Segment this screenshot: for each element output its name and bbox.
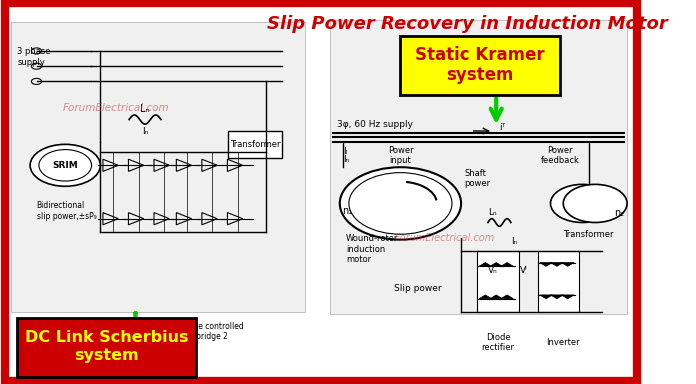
FancyBboxPatch shape [11, 22, 305, 312]
Text: ForumElectrical.com: ForumElectrical.com [395, 233, 496, 243]
Circle shape [340, 167, 461, 240]
Polygon shape [539, 263, 553, 266]
Polygon shape [539, 295, 553, 299]
FancyBboxPatch shape [538, 251, 579, 312]
Text: Shaft
power: Shaft power [464, 169, 491, 189]
Text: Phase controlled
bridge 2: Phase controlled bridge 2 [180, 322, 244, 341]
FancyBboxPatch shape [228, 131, 283, 158]
Polygon shape [500, 263, 514, 266]
Text: Slip power: Slip power [394, 283, 442, 293]
FancyBboxPatch shape [477, 251, 519, 312]
Text: Slip Power Recovery in Induction Motor: Slip Power Recovery in Induction Motor [267, 15, 668, 33]
Text: iᵀ: iᵀ [500, 123, 505, 132]
Text: Lₙ: Lₙ [488, 209, 496, 217]
Text: 3 phase
supply: 3 phase supply [17, 47, 51, 66]
Text: ForumElectrical.com: ForumElectrical.com [63, 103, 170, 113]
Text: Lₙ: Lₙ [141, 104, 150, 114]
Text: Iₙ: Iₙ [343, 155, 349, 164]
Text: Transformer: Transformer [230, 140, 280, 149]
Text: DC Link Scherbius
system: DC Link Scherbius system [25, 330, 189, 362]
Text: n₁: n₁ [342, 206, 352, 216]
Polygon shape [490, 295, 503, 299]
Polygon shape [500, 295, 514, 299]
Text: Power
feedback: Power feedback [541, 146, 580, 166]
FancyBboxPatch shape [400, 36, 560, 95]
Polygon shape [479, 263, 492, 266]
FancyBboxPatch shape [17, 318, 196, 377]
Text: Vₙ: Vₙ [488, 266, 498, 275]
Text: Bidirectional
slip power,±sP₉: Bidirectional slip power,±sP₉ [36, 201, 96, 221]
Polygon shape [562, 295, 574, 299]
Text: Iₗ: Iₗ [343, 147, 347, 156]
Text: Inverter: Inverter [546, 338, 580, 347]
Text: Wound-rotor
induction
motor: Wound-rotor induction motor [346, 234, 399, 264]
Polygon shape [551, 263, 563, 266]
Text: Transformer: Transformer [564, 230, 614, 239]
Text: SRIM: SRIM [52, 161, 78, 170]
Text: Iₙ: Iₙ [142, 127, 148, 136]
Text: 3φ, 60 Hz supply: 3φ, 60 Hz supply [337, 120, 413, 129]
Text: Iₙ: Iₙ [511, 237, 517, 246]
Polygon shape [490, 263, 503, 266]
Circle shape [30, 144, 100, 186]
Text: Diode
rectifier: Diode rectifier [482, 333, 514, 352]
Polygon shape [551, 295, 563, 299]
Text: n₂: n₂ [615, 208, 624, 218]
Circle shape [563, 184, 627, 222]
Text: Phase controlled
bridge 1: Phase controlled bridge 1 [104, 322, 167, 341]
Text: Vᴵ: Vᴵ [520, 266, 528, 275]
Polygon shape [479, 295, 492, 299]
Text: Static Kramer
system: Static Kramer system [416, 46, 545, 84]
FancyBboxPatch shape [330, 20, 627, 314]
Polygon shape [562, 263, 574, 266]
Text: Power
input: Power input [388, 146, 413, 166]
Circle shape [551, 184, 615, 222]
